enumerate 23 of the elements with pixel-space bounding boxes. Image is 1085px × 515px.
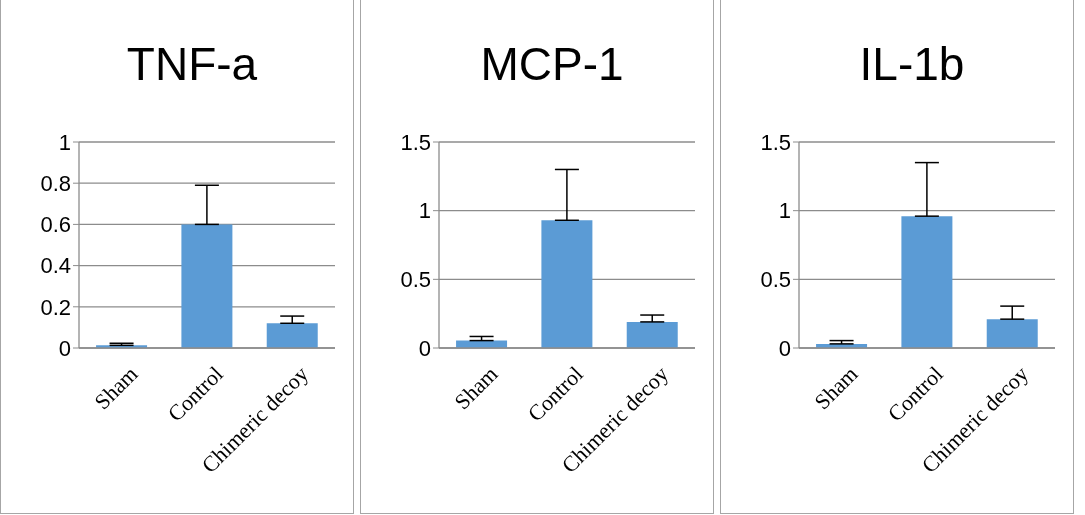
bar (626, 321, 678, 348)
chart-title: IL-1b (858, 37, 966, 92)
bar (181, 224, 233, 348)
y-tick-label: 1 (778, 198, 791, 224)
y-tick-label: 1.5 (760, 129, 791, 155)
bar (901, 216, 953, 348)
y-tick-label: 0.5 (400, 267, 431, 293)
y-tick-label: 0 (58, 335, 71, 361)
y-tick-label: 0.5 (760, 267, 791, 293)
bar (266, 323, 318, 348)
y-tick-label: 0 (418, 335, 431, 361)
y-tick-label: 1 (418, 198, 431, 224)
chart-title: MCP-1 (479, 37, 625, 92)
y-tick-label: 0.4 (40, 253, 71, 279)
bar (541, 220, 593, 348)
y-tick-label: 0.2 (40, 294, 71, 320)
y-tick-label: 0.8 (40, 171, 71, 197)
y-tick-label: 1 (58, 129, 71, 155)
y-tick-label: 1.5 (400, 129, 431, 155)
bar (986, 319, 1038, 348)
chart-title: TNF-a (125, 37, 259, 92)
y-tick-label: 0 (778, 335, 791, 361)
y-tick-label: 0.6 (40, 212, 71, 238)
